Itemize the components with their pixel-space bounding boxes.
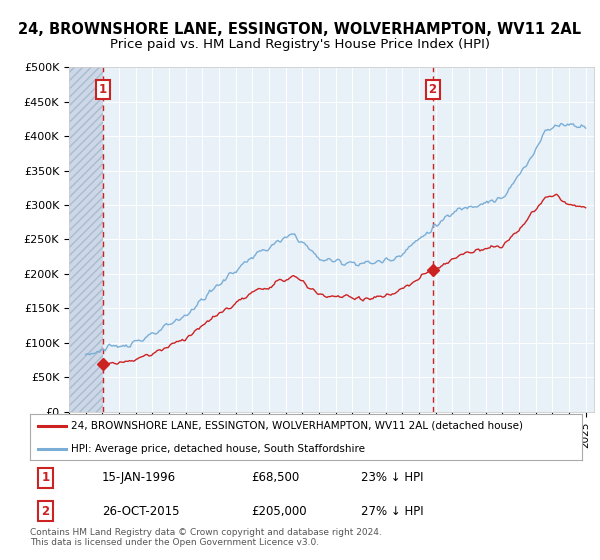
Text: 23% ↓ HPI: 23% ↓ HPI <box>361 472 424 484</box>
Text: 24, BROWNSHORE LANE, ESSINGTON, WOLVERHAMPTON, WV11 2AL (detached house): 24, BROWNSHORE LANE, ESSINGTON, WOLVERHA… <box>71 421 523 431</box>
Text: £68,500: £68,500 <box>251 472 299 484</box>
Text: 1: 1 <box>99 83 107 96</box>
Text: Contains HM Land Registry data © Crown copyright and database right 2024.
This d: Contains HM Land Registry data © Crown c… <box>30 528 382 547</box>
Text: 2: 2 <box>428 83 437 96</box>
Text: HPI: Average price, detached house, South Staffordshire: HPI: Average price, detached house, Sout… <box>71 444 365 454</box>
Bar <box>69 67 103 412</box>
Text: 27% ↓ HPI: 27% ↓ HPI <box>361 505 424 517</box>
Text: £205,000: £205,000 <box>251 505 307 517</box>
Text: Price paid vs. HM Land Registry's House Price Index (HPI): Price paid vs. HM Land Registry's House … <box>110 38 490 51</box>
Text: 2: 2 <box>41 505 50 517</box>
Text: 24, BROWNSHORE LANE, ESSINGTON, WOLVERHAMPTON, WV11 2AL: 24, BROWNSHORE LANE, ESSINGTON, WOLVERHA… <box>19 22 581 38</box>
Text: 26-OCT-2015: 26-OCT-2015 <box>102 505 179 517</box>
Text: 15-JAN-1996: 15-JAN-1996 <box>102 472 176 484</box>
Text: 1: 1 <box>41 472 50 484</box>
